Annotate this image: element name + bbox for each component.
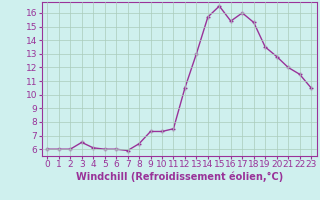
X-axis label: Windchill (Refroidissement éolien,°C): Windchill (Refroidissement éolien,°C)	[76, 172, 283, 182]
